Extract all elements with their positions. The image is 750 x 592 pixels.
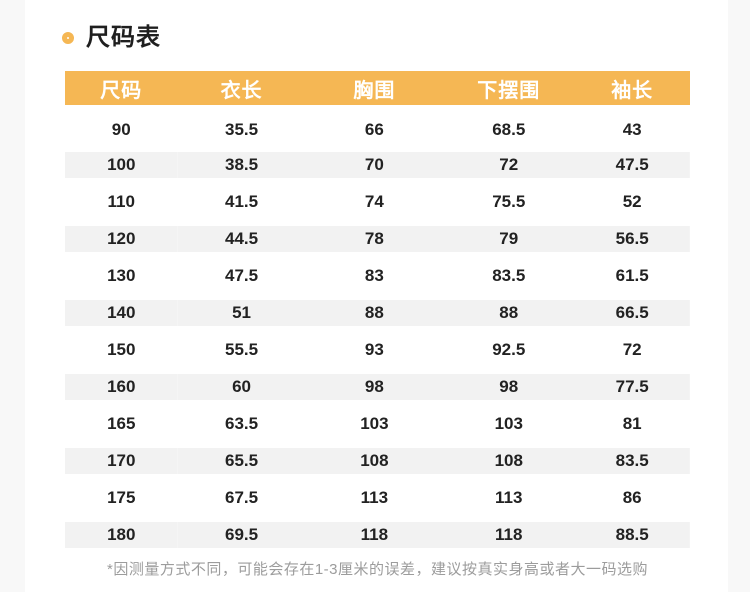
size-cell: 170 <box>65 442 178 479</box>
measurement-cell: 83 <box>364 265 384 285</box>
measurement-cell: 47.5 <box>225 265 259 285</box>
measurement-cell: 88.5 <box>574 516 690 553</box>
size-cell: 165 <box>107 413 136 433</box>
measurement-cell: 55.5 <box>225 339 259 359</box>
measurement-cell: 52 <box>622 191 642 211</box>
measurement-cell: 66 <box>364 119 384 139</box>
section-header: 尺码表 <box>25 0 728 50</box>
measurement-cell: 75.5 <box>492 191 526 211</box>
size-cell: 160 <box>65 368 178 405</box>
measurement-cell: 83.5 <box>574 442 690 479</box>
table-row: 160 60 98 98 77.5 <box>65 368 690 405</box>
measurement-cell: 47.5 <box>574 146 690 183</box>
measurement-cell: 98 <box>305 368 444 405</box>
measurement-cell: 72 <box>622 339 642 359</box>
table-row: 100 38.5 70 72 47.5 <box>65 146 690 183</box>
measurement-cell: 113 <box>495 487 523 507</box>
size-cell: 175 <box>107 487 136 507</box>
table-row: 170 65.5 108 108 83.5 <box>65 442 690 479</box>
measurement-cell: 66.5 <box>574 294 690 331</box>
measurement-cell: 74 <box>364 191 384 211</box>
size-cell: 110 <box>107 191 135 211</box>
measurement-cell: 103 <box>360 413 389 433</box>
table-row: 110 41.5 74 75.5 52 <box>65 183 690 220</box>
table-row: 175 67.5 113 113 86 <box>65 479 690 516</box>
ring-icon <box>62 32 74 44</box>
size-table: 尺码 衣长 胸围 下摆围 袖长 90 35.5 66 68.5 43 100 38.5 70 72 47.… <box>65 71 690 553</box>
measurement-cell: 35.5 <box>225 119 259 139</box>
table-row: 120 44.5 78 79 56.5 <box>65 220 690 257</box>
measurement-cell: 77.5 <box>574 368 690 405</box>
column-header: 袖长 <box>574 71 690 113</box>
section-title: 尺码表 <box>86 24 161 51</box>
measurement-cell: 88 <box>443 294 575 331</box>
measurement-cell: 68.5 <box>492 119 526 139</box>
table-row: 90 35.5 66 68.5 43 <box>65 109 690 146</box>
measurement-cell: 63.5 <box>225 413 259 433</box>
measurement-cell: 81 <box>622 413 642 433</box>
measurement-cell: 69.5 <box>177 516 306 553</box>
measurement-cell: 43 <box>622 119 642 139</box>
size-cell: 90 <box>111 119 131 139</box>
measurement-cell: 92.5 <box>492 339 526 359</box>
size-cell: 130 <box>107 265 136 285</box>
table-row: 140 51 88 88 66.5 <box>65 294 690 331</box>
column-header: 下摆围 <box>443 71 575 113</box>
measurement-cell: 44.5 <box>177 220 306 257</box>
measurement-cell: 113 <box>360 487 389 507</box>
measurement-cell: 61.5 <box>615 265 649 285</box>
table-row: 180 69.5 118 118 88.5 <box>65 516 690 553</box>
measurement-cell: 79 <box>443 220 575 257</box>
measurement-cell: 38.5 <box>177 146 306 183</box>
measurement-cell: 98 <box>443 368 575 405</box>
measurement-cell: 67.5 <box>225 487 259 507</box>
column-header: 尺码 <box>65 71 178 113</box>
measurement-cell: 86 <box>622 487 642 507</box>
size-cell: 140 <box>65 294 178 331</box>
column-header: 衣长 <box>177 71 306 113</box>
measurement-cell: 88 <box>305 294 444 331</box>
size-cell: 100 <box>65 146 178 183</box>
column-header: 胸围 <box>305 71 444 113</box>
measurement-disclaimer: *因测量方式不同，可能会存在1-3厘米的误差，建议按真实身高或者大一码选购 <box>106 561 649 578</box>
table-row: 165 63.5 103 103 81 <box>65 405 690 442</box>
measurement-cell: 51 <box>177 294 306 331</box>
measurement-cell: 70 <box>305 146 444 183</box>
measurement-cell: 108 <box>443 442 575 479</box>
measurement-cell: 41.5 <box>225 191 259 211</box>
size-cell: 180 <box>65 516 178 553</box>
measurement-cell: 60 <box>177 368 306 405</box>
size-chart-section: 尺码表 尺码 衣长 胸围 下摆围 袖长 90 35.5 66 68.5 43 100 38.5 70 7… <box>25 0 728 592</box>
size-cell: 120 <box>65 220 178 257</box>
size-cell: 150 <box>107 339 136 359</box>
measurement-cell: 118 <box>443 516 575 553</box>
measurement-cell: 78 <box>305 220 444 257</box>
table-row: 150 55.5 93 92.5 72 <box>65 331 690 368</box>
table-row: 130 47.5 83 83.5 61.5 <box>65 257 690 294</box>
measurement-cell: 118 <box>305 516 444 553</box>
measurement-cell: 93 <box>364 339 384 359</box>
measurement-cell: 103 <box>494 413 523 433</box>
measurement-cell: 108 <box>305 442 444 479</box>
measurement-cell: 65.5 <box>177 442 306 479</box>
measurement-cell: 83.5 <box>492 265 526 285</box>
measurement-cell: 56.5 <box>574 220 690 257</box>
table-header-row: 尺码 衣长 胸围 下摆围 袖长 <box>65 71 690 113</box>
measurement-cell: 72 <box>443 146 575 183</box>
